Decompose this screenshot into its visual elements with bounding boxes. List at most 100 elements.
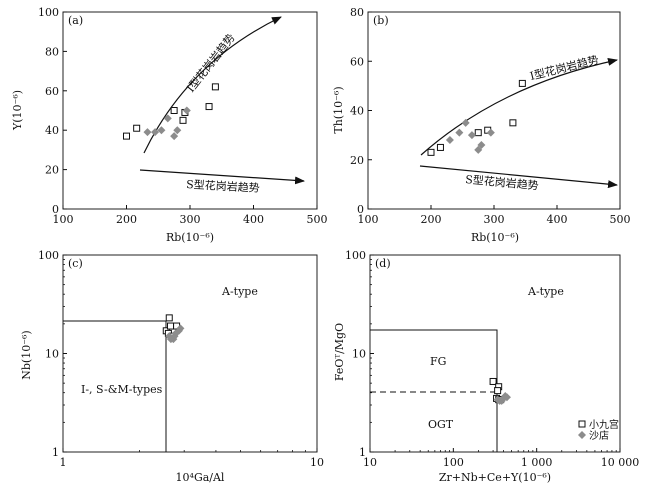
shadian-diamond-marker <box>170 132 179 141</box>
x-tick-label: 200 <box>421 213 442 226</box>
xiaojiugong-square-marker <box>427 148 435 156</box>
panel-b-tick-group: 100 200 300 400 500 0 20 40 60 80 <box>350 6 631 226</box>
x-tick-label: 10 <box>363 456 377 469</box>
legend-square-marker <box>578 420 586 428</box>
panel-b-x-axis-label: Rb(10⁻⁶) <box>471 231 519 244</box>
panel-a-y-axis-label: Y(10⁻⁶) <box>11 90 24 131</box>
y-tick-label: 20 <box>45 164 59 177</box>
panel-c-chart: 1 10 1 10 100 (c) 10⁴Ga/Al Nb(10⁻⁶) A-type I… <box>20 249 324 484</box>
panel-c-x-axis-label: 10⁴Ga/Al <box>176 471 225 484</box>
legend-diamond-marker <box>578 431 586 439</box>
x-tick-label: 300 <box>484 213 505 226</box>
xiaojiugong-square-marker <box>509 119 517 127</box>
x-tick-label: 200 <box>116 213 137 226</box>
panel-c-marks <box>162 314 185 344</box>
y-tick-label: 60 <box>350 55 364 68</box>
xiaojiugong-square-marker <box>205 103 213 111</box>
xiaojiugong-square-marker <box>167 322 175 330</box>
panel-a-marks <box>123 83 219 141</box>
panel-a-chart: 100 200 300 400 500 0 20 40 60 80 100 (a) Rb(10⁻⁶)… <box>11 6 328 244</box>
x-tick-label: 100 <box>53 213 74 226</box>
y-tick-label: 40 <box>350 105 364 118</box>
y-tick-label: 100 <box>38 249 59 262</box>
x-tick-label: 400 <box>547 213 568 226</box>
shadian-diamond-marker <box>157 126 166 135</box>
panel-d-legend: 小九宫 沙店 <box>578 418 619 442</box>
panel-d-marks <box>489 377 511 405</box>
xiaojiugong-square-marker <box>518 79 526 87</box>
y-tick-label: 100 <box>345 249 366 262</box>
panel-a-s-type-trend-arrow <box>139 169 305 185</box>
panel-b-i-type-trend-arrow <box>420 57 618 156</box>
panel-d-letter: (d) <box>375 257 391 270</box>
xiaojiugong-square-marker <box>474 129 482 137</box>
y-tick-label: 60 <box>45 85 59 98</box>
panel-c-a-type-label: A-type <box>221 285 258 298</box>
panel-c-y-axis-label: Nb(10⁻⁶) <box>20 330 33 379</box>
xiaojiugong-square-marker <box>123 132 130 140</box>
x-tick-label: 100 <box>358 213 379 226</box>
shadian-diamond-marker <box>455 128 464 137</box>
shadian-diamond-marker <box>477 140 486 149</box>
x-tick-label: 100 <box>443 456 464 469</box>
panel-a-s-type-trend-label: S型花岗岩趋势 <box>186 177 260 195</box>
panel-c-frame <box>62 254 318 453</box>
shadian-diamond-marker <box>461 118 470 127</box>
shadian-diamond-marker <box>474 145 483 154</box>
legend-item-label: 小九宫 <box>589 418 619 431</box>
xiaojiugong-square-marker <box>170 107 178 114</box>
shadian-diamond-marker <box>486 128 495 137</box>
xiaojiugong-square-marker <box>179 116 187 124</box>
y-tick-label: 1 <box>52 446 59 459</box>
y-tick-label: 100 <box>38 6 59 19</box>
shadian-diamond-marker <box>182 106 191 115</box>
panel-a-letter: (a) <box>68 14 83 27</box>
shadian-diamond-marker <box>176 324 185 333</box>
xiaojiugong-square-marker <box>165 314 173 322</box>
y-tick-label: 80 <box>350 6 364 19</box>
x-tick-label: 400 <box>243 213 264 226</box>
panel-d-y-axis-label: FeOᵀ/MgO <box>333 323 346 381</box>
y-tick-label: 40 <box>45 124 59 137</box>
shadian-diamond-marker <box>173 126 182 135</box>
x-tick-label: 10 000 <box>601 456 640 469</box>
panel-b-letter: (b) <box>373 14 389 27</box>
panel-b-marks <box>427 79 526 156</box>
y-tick-label: 0 <box>52 203 59 216</box>
xiaojiugong-square-marker <box>211 83 219 91</box>
shadian-diamond-marker <box>445 136 454 145</box>
y-tick-label: 10 <box>352 348 366 361</box>
shadian-diamond-marker <box>502 393 511 402</box>
y-tick-label: 1 <box>359 446 366 459</box>
y-tick-label: 10 <box>45 348 59 361</box>
xiaojiugong-square-marker <box>133 124 141 132</box>
x-tick-label: 500 <box>610 213 631 226</box>
y-tick-label: 0 <box>357 203 364 216</box>
panel-d-fg-label: FG <box>430 355 446 368</box>
panel-b-s-type-trend-arrow <box>419 165 618 189</box>
xiaojiugong-square-marker <box>494 387 502 395</box>
panel-b-s-type-trend-label: S型花岗岩趋势 <box>465 172 539 192</box>
panel-b-i-type-trend-label: I型花岗岩趋势 <box>528 52 600 83</box>
panel-b-chart: 100 200 300 400 500 0 20 40 60 80 (b) Rb(10⁻⁶) Th… <box>332 6 631 244</box>
x-tick-label: 10 <box>310 456 324 469</box>
panel-d-fg-boundary-line <box>370 329 498 452</box>
panel-d-x-axis-label: Zr+Nb+Ce+Y(10⁻⁶) <box>439 471 551 484</box>
panel-c-i-s-m-types-label: I-, S-&M-types <box>81 383 163 396</box>
x-tick-label: 1 000 <box>521 456 553 469</box>
shadian-diamond-marker <box>151 128 160 137</box>
x-tick-label: 300 <box>180 213 201 226</box>
panel-a-tick-group: 100 200 300 400 500 0 20 40 60 80 100 <box>38 6 328 226</box>
x-tick-label: 1 <box>60 456 67 469</box>
shadian-diamond-marker <box>467 131 476 140</box>
panel-c-tick-group: 1 10 1 10 100 <box>38 249 324 469</box>
x-tick-label: 500 <box>307 213 328 226</box>
panel-a-i-type-trend-label: I型花岗岩趋势 <box>183 31 237 95</box>
panel-b-y-axis-label: Th(10⁻⁶) <box>332 86 345 133</box>
y-tick-label: 80 <box>45 45 59 58</box>
panel-d-ogt-label: OGT <box>428 418 454 431</box>
xiaojiugong-square-marker <box>489 377 497 385</box>
panel-d-a-type-label: A-type <box>527 285 564 298</box>
